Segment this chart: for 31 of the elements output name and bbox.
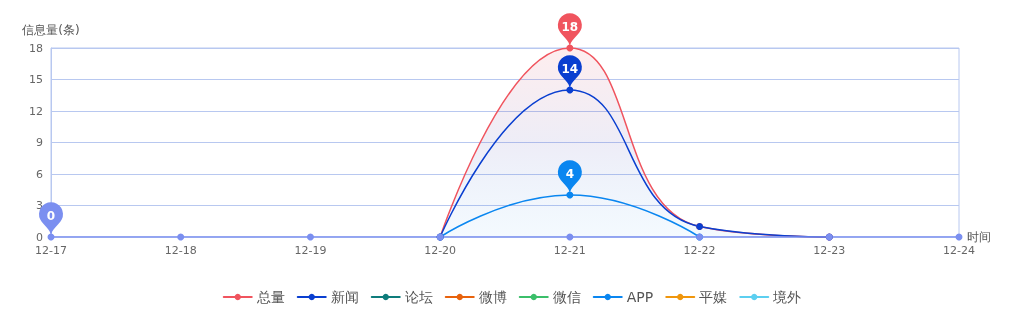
x-tick-label: 12-17 — [35, 244, 67, 257]
point — [177, 233, 185, 241]
legend-label: 新闻 — [330, 289, 359, 305]
x-tick-label: 12-20 — [424, 244, 457, 257]
data-label: 14 — [561, 62, 579, 77]
y-tick-label: 18 — [29, 41, 43, 55]
point — [306, 233, 314, 241]
x-tick-label: 12-23 — [813, 244, 846, 257]
data-label: 0 — [46, 209, 56, 224]
legend-label: 总量 — [255, 289, 285, 305]
y-axis-title: 信息量(条) — [22, 23, 80, 37]
legend-label: 平媒 — [699, 289, 728, 305]
x-tick-label: 12-18 — [164, 244, 197, 257]
y-tick-label: 15 — [29, 73, 43, 86]
legend-label: 微信 — [552, 289, 581, 305]
legend-label: 境外 — [772, 289, 802, 305]
x-tick-label: 12-24 — [943, 244, 975, 257]
data-label: 4 — [565, 167, 575, 182]
y-tick-label: 6 — [36, 167, 43, 181]
legend-label: APP — [626, 289, 654, 305]
x-tick-label: 12-21 — [553, 244, 586, 257]
y-tick-label: 3 — [36, 199, 43, 212]
x-axis-title: 时间 — [967, 230, 991, 244]
x-tick-label: 12-19 — [294, 244, 327, 257]
data-label: 18 — [561, 20, 579, 35]
legend-label: 微博 — [478, 289, 507, 305]
legend-label: 论坛 — [404, 289, 433, 305]
y-tick-label: 0 — [36, 230, 43, 244]
x-tick-label: 12-22 — [683, 244, 716, 257]
y-tick-label: 12 — [29, 104, 43, 118]
y-tick-label: 9 — [36, 136, 43, 149]
